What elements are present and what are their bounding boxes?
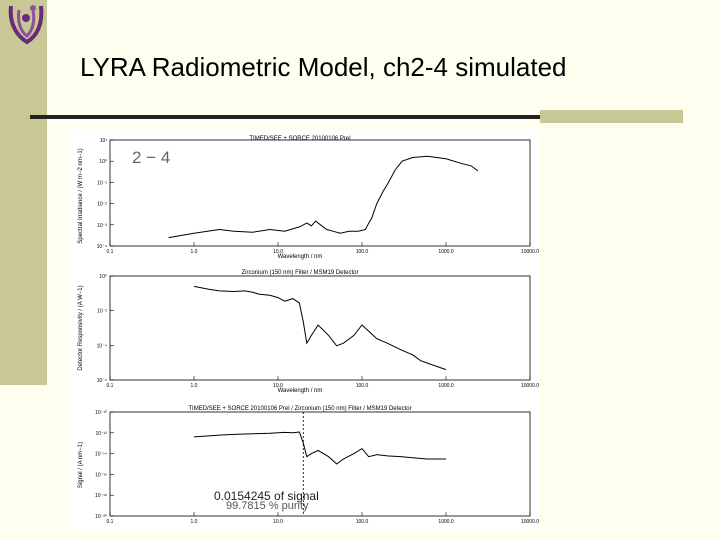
chart-1-y-tick-label: 10⁻⁴	[97, 244, 107, 250]
chart-3-x-tick-label: 0.1	[107, 519, 114, 525]
chart-panel-irradiance: TIMED/SEE + SORCE 20100106 Prel 2 − 4 Wa…	[78, 136, 539, 260]
chart-2-title: Zirconium (150 nm) Filter / MSM19 Detect…	[241, 270, 358, 276]
chart-1-y-tick-label: 10⁰	[99, 159, 107, 165]
chart-1-y-tick-label: 10⁻¹	[97, 180, 107, 186]
chart-1-x-tick-label: 1000.0	[438, 249, 454, 255]
chart-2-frame	[109, 275, 531, 381]
lyra-logo-icon	[8, 5, 44, 45]
chart-3-y-tick-label: 10⁻¹²	[95, 431, 107, 437]
chart-2-x-tick-label: 1000.0	[438, 383, 454, 389]
chart-2-y-tick-label: 10⁻⁶	[97, 378, 107, 384]
chart-3-y-tick-label: 10⁻¹⁴	[95, 452, 107, 458]
chart-figure-svg: TIMED/SEE + SORCE 20100106 Prel 2 − 4 Wa…	[78, 136, 539, 525]
chart-3-y-tick-label: 10⁻¹⁸	[95, 493, 107, 499]
chart-1-x-tick-label: 100.0	[356, 249, 369, 255]
chart-1-frame	[109, 139, 531, 247]
slide-title: LYRA Radiometric Model, ch2-4 simulated	[80, 52, 567, 82]
chart-2-x-tick-label: 10000.0	[521, 383, 539, 389]
chart-3-x-tick-label: 1.0	[191, 519, 198, 525]
chart-2-y-tick-label: 10⁰	[99, 274, 107, 280]
chart-1-xlabel: Wavelength / nm	[278, 254, 323, 260]
chart-1-series-line	[168, 155, 479, 239]
chart-1-x-tick-label: 10.0	[273, 249, 283, 255]
chart-2-y-tick-label: 10⁻²	[97, 309, 107, 315]
chart-3-series-line	[193, 431, 446, 465]
chart-1-x-tick-label: 0.1	[107, 249, 114, 255]
chart-3-x-tick-label: 10000.0	[521, 519, 539, 525]
chart-3-annotation-purity: 99.7815 % purity	[226, 500, 309, 512]
slide-sidebar-band	[0, 0, 47, 385]
chart-1-y-tick-label: 10¹	[100, 138, 108, 144]
chart-2-ylabel: Detector Responsivity / (A W−1)	[78, 285, 84, 370]
chart-1-x-tick-label: 1.0	[191, 249, 198, 255]
chart-3-ylabel: Signal / (A nm−1)	[78, 442, 84, 488]
chart-3-y-tick-label: 10⁻²⁰	[95, 514, 107, 520]
chart-2-x-tick-label: 10.0	[273, 383, 283, 389]
chart-3-x-tick-label: 1000.0	[438, 519, 454, 525]
chart-3-y-tick-label: 10⁻¹⁰	[95, 410, 107, 416]
chart-3-title: TIMED/SEE + SORCE 20100106 Prel / Zircon…	[188, 406, 411, 412]
chart-3-y-tick-label: 10⁻¹⁶	[95, 472, 107, 478]
chart-2-x-tick-label: 1.0	[191, 383, 198, 389]
chart-2-x-tick-label: 100.0	[356, 383, 369, 389]
chart-3-annotation-signal: 0.0154245 of signal	[214, 489, 319, 503]
chart-2-xlabel: Wavelength / nm	[278, 388, 323, 394]
chart-figure: TIMED/SEE + SORCE 20100106 Prel 2 − 4 Wa…	[70, 130, 540, 530]
chart-1-channel-label: 2 − 4	[132, 148, 170, 167]
chart-2-series-line	[193, 285, 447, 371]
chart-1-y-tick-label: 10⁻³	[97, 223, 107, 229]
chart-3-x-tick-label: 10.0	[273, 519, 283, 525]
chart-3-frame	[109, 411, 531, 517]
chart-1-y-tick-label: 10⁻²	[97, 202, 107, 208]
title-accent-bar	[540, 110, 683, 123]
chart-1-x-tick-label: 10000.0	[521, 249, 539, 255]
chart-2-x-tick-label: 0.1	[107, 383, 114, 389]
chart-2-y-tick-label: 10⁻⁴	[97, 343, 107, 349]
chart-1-title: TIMED/SEE + SORCE 20100106 Prel	[249, 136, 350, 142]
chart-panel-responsivity: Zirconium (150 nm) Filter / MSM19 Detect…	[78, 270, 539, 394]
chart-1-ylabel: Spectral Irradiance / (W m−2 nm−1)	[78, 148, 84, 243]
chart-panel-signal: TIMED/SEE + SORCE 20100106 Prel / Zircon…	[78, 406, 539, 525]
title-divider	[30, 115, 540, 119]
chart-3-x-tick-label: 100.0	[356, 519, 369, 525]
